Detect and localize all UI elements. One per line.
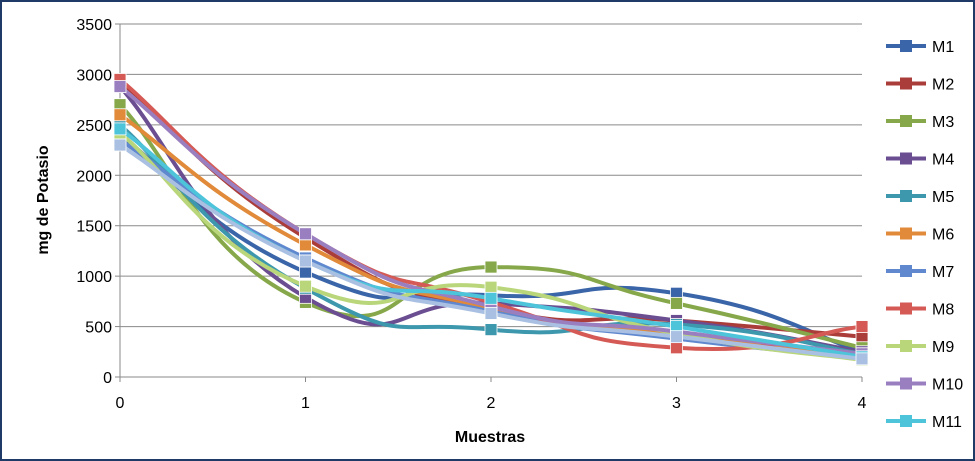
legend-item: M10 <box>886 377 963 394</box>
y-tick-label: 0 <box>103 370 112 387</box>
data-point-M3 <box>484 260 498 274</box>
legend-swatch-marker <box>900 377 912 390</box>
x-tick-label: 4 <box>858 395 867 412</box>
legend-swatch-marker <box>900 340 912 352</box>
data-point-M11 <box>113 122 127 136</box>
data-point-M6 <box>299 238 312 252</box>
y-tick-label: 2500 <box>76 118 112 135</box>
x-tick-label: 2 <box>487 395 496 412</box>
x-tick-label: 1 <box>301 395 310 412</box>
data-point-M12 <box>855 352 869 366</box>
data-point-M5 <box>484 323 498 336</box>
y-tick-label: 3000 <box>76 67 112 84</box>
legend-item: M4 <box>886 152 954 169</box>
legend: M1 M2 M3 M4 M5 M6 M7 M8 M9 M10 M11 <box>886 39 963 431</box>
legend-swatch-marker <box>900 227 912 240</box>
legend-label: M9 <box>932 339 954 356</box>
y-tick-label: 500 <box>85 320 112 337</box>
data-point-M12 <box>299 254 312 268</box>
legend-item: M1 <box>886 39 954 56</box>
series-lines <box>113 73 869 367</box>
legend-item: M11 <box>886 414 962 431</box>
data-point-M10 <box>113 80 127 93</box>
legend-swatch-marker <box>900 415 912 427</box>
data-point-M10 <box>299 227 312 241</box>
x-tick-label: 3 <box>672 395 681 412</box>
legend-item: M7 <box>886 264 954 281</box>
legend-swatch-marker <box>900 265 912 277</box>
y-tick-label: 3500 <box>76 17 112 34</box>
data-point-M11 <box>484 291 498 305</box>
data-point-M8 <box>855 320 869 333</box>
legend-swatch-marker <box>900 115 912 127</box>
legend-item: M3 <box>886 114 954 131</box>
legend-item: M8 <box>886 302 954 319</box>
legend-item: M2 <box>886 77 954 94</box>
legend-label: M2 <box>932 77 954 94</box>
data-point-M9 <box>299 279 312 293</box>
data-point-M1 <box>299 265 312 279</box>
legend-label: M10 <box>932 377 963 394</box>
data-point-M12 <box>113 138 127 152</box>
y-axis-title: mg de Potasio <box>35 145 52 255</box>
data-point-M8 <box>670 341 683 355</box>
legend-swatch-marker <box>900 190 912 202</box>
tick-labels: 0 500 1000 1500 2000 2500 3000 3500 0 1 2 3 4 <box>76 17 866 412</box>
data-point-M12 <box>670 330 683 344</box>
legend-swatch-marker <box>900 40 912 52</box>
legend-label: M4 <box>932 152 954 169</box>
series-M12 <box>113 138 869 366</box>
data-point-M6 <box>113 108 127 122</box>
data-point-M3 <box>670 296 683 310</box>
series-line-M3 <box>118 102 864 350</box>
legend-swatch-marker <box>900 302 912 315</box>
legend-item: M9 <box>886 339 954 356</box>
data-point-M12 <box>484 307 498 320</box>
y-tick-label: 1500 <box>76 219 112 236</box>
legend-item: M6 <box>886 227 954 244</box>
legend-swatch-marker <box>900 77 912 90</box>
legend-label: M7 <box>932 264 954 281</box>
legend-label: M1 <box>932 39 954 56</box>
y-tick-label: 2000 <box>76 168 112 185</box>
series-line-M5 <box>118 122 864 356</box>
legend-swatch-marker <box>900 152 912 165</box>
x-axis-title: Muestras <box>455 429 525 446</box>
legend-label: M6 <box>932 227 954 244</box>
legend-label: M5 <box>932 189 954 206</box>
x-tick-label: 0 <box>116 395 125 412</box>
legend-label: M3 <box>932 114 954 131</box>
data-point-M9 <box>484 280 498 294</box>
legend-label: M11 <box>932 414 962 431</box>
legend-label: M8 <box>932 302 954 319</box>
y-tick-label: 1000 <box>76 269 112 286</box>
legend-item: M5 <box>886 189 954 206</box>
